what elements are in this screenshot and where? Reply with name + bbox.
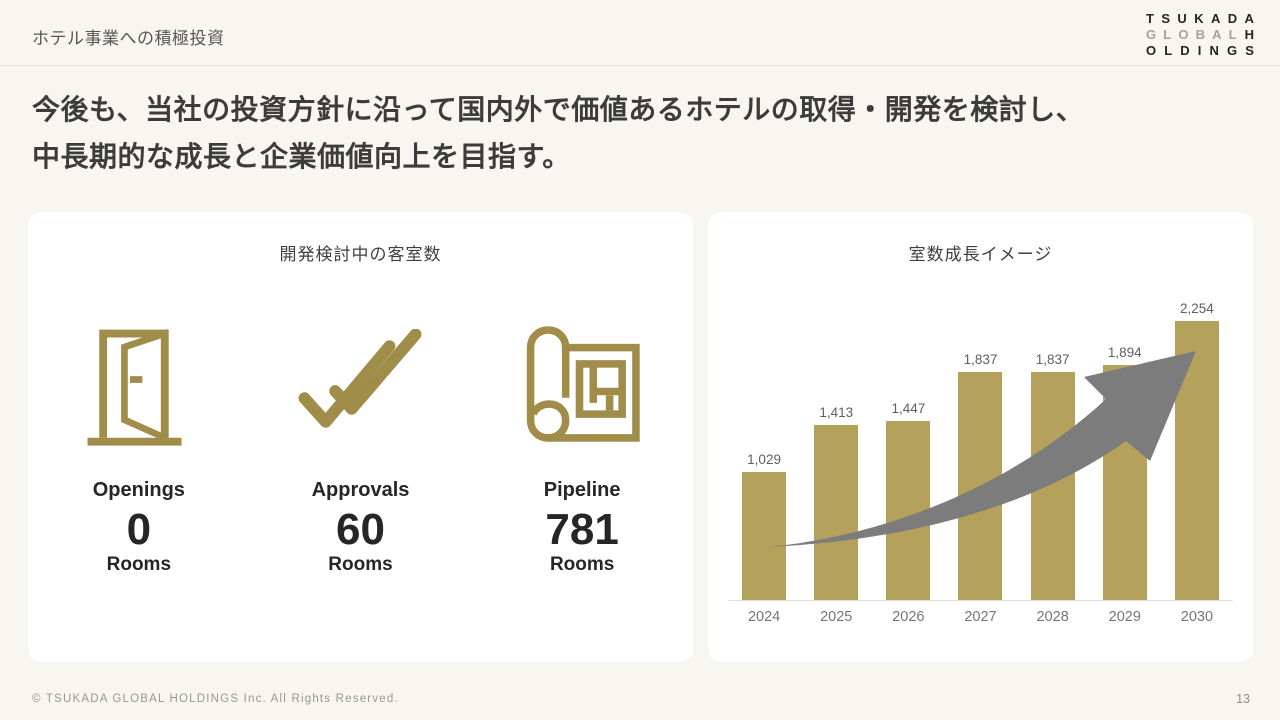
room-growth-bar-chart: 1,029 1,413 1,447 1,837 1,837 1,894 2,254 2024… — [728, 289, 1233, 625]
chart-bar-column: 1,894 — [1089, 289, 1161, 600]
chart-bar-column: 1,837 — [944, 289, 1016, 600]
stat-value: 781 — [545, 505, 619, 554]
x-axis-tick-label: 2027 — [964, 609, 997, 625]
bar — [814, 425, 859, 600]
bar-value-label: 2,254 — [1180, 301, 1214, 316]
stat-label: Approvals — [311, 479, 410, 501]
stat-unit: Rooms — [328, 554, 393, 575]
chart-x-axis: 2024 2025 2026 2027 2028 2029 2030 — [728, 609, 1233, 625]
bar-value-label: 1,837 — [963, 352, 998, 367]
bar — [1102, 365, 1147, 600]
bar — [742, 472, 787, 600]
copyright-text: © TSUKADA GLOBAL HOLDINGS Inc. All Right… — [32, 693, 399, 705]
page-number: 13 — [1236, 692, 1250, 706]
stat-value: 0 — [126, 505, 152, 554]
main-heading: 今後も、当社の投資方針に沿って国内外で価値あるホテルの取得・開発を検討し、 中長… — [32, 86, 1084, 180]
x-axis-tick-label: 2026 — [892, 609, 925, 625]
blueprint-icon — [513, 309, 651, 459]
x-axis-tick-label: 2029 — [1108, 609, 1141, 625]
bar-value-label: 1,447 — [891, 401, 926, 416]
heading-line-2: 中長期的な成長と企業価値向上を目指す。 — [32, 141, 571, 172]
x-axis-tick-label: 2030 — [1180, 609, 1214, 625]
content-cards: 開発検討中の客室数 Openings 0 Rooms — [28, 212, 1253, 662]
bar-value-label: 1,029 — [747, 452, 781, 467]
chart-bar-column: 1,029 — [728, 289, 800, 600]
stats-row: Openings 0 Rooms Approvals 60 Rooms — [28, 309, 693, 576]
stat-openings: Openings 0 Rooms — [39, 309, 239, 576]
stat-label: Pipeline — [543, 479, 621, 501]
open-door-icon — [83, 309, 195, 459]
bar-value-label: 1,837 — [1035, 352, 1070, 367]
chart-plot-area: 1,029 1,413 1,447 1,837 1,837 1,894 2,254 — [728, 289, 1233, 601]
chart-bar-column: 2,254 — [1161, 289, 1233, 600]
logo-line-2-dark: H — [1244, 26, 1254, 42]
x-axis-tick-label: 2025 — [820, 609, 853, 625]
chart-bar-column: 1,837 — [1017, 289, 1089, 600]
footer: © TSUKADA GLOBAL HOLDINGS Inc. All Right… — [0, 686, 1280, 720]
bar-value-label: 1,894 — [1107, 345, 1142, 360]
bar-value-label: 1,413 — [819, 405, 854, 420]
bar — [958, 372, 1003, 600]
x-axis-tick-label: 2028 — [1036, 609, 1069, 625]
bar — [886, 421, 931, 600]
rooms-under-development-card: 開発検討中の客室数 Openings 0 Rooms — [28, 212, 693, 662]
stat-approvals: Approvals 60 Rooms — [260, 309, 460, 576]
x-axis-tick-label: 2024 — [747, 609, 781, 625]
bar — [1174, 321, 1219, 600]
stat-value: 60 — [336, 505, 385, 554]
stat-unit: Rooms — [106, 554, 172, 575]
stat-label: Openings — [92, 479, 185, 501]
stat-unit: Rooms — [549, 554, 615, 575]
right-card-title: 室数成長イメージ — [908, 245, 1053, 264]
double-check-icon — [295, 309, 425, 459]
page-title: ホテル事業への積極投資 — [32, 29, 225, 48]
left-card-title: 開発検討中の客室数 — [279, 245, 442, 264]
stat-pipeline: Pipeline 781 Rooms — [482, 309, 682, 576]
room-growth-card: 室数成長イメージ 1,029 1,413 1,447 1,837 1,837 1,894 2… — [708, 212, 1253, 662]
chart-bar-column: 1,413 — [800, 289, 872, 600]
chart-bar-column: 1,447 — [872, 289, 944, 600]
heading-line-1: 今後も、当社の投資方針に沿って国内外で価値あるホテルの取得・開発を検討し、 — [32, 94, 1085, 125]
bar — [1030, 372, 1075, 600]
